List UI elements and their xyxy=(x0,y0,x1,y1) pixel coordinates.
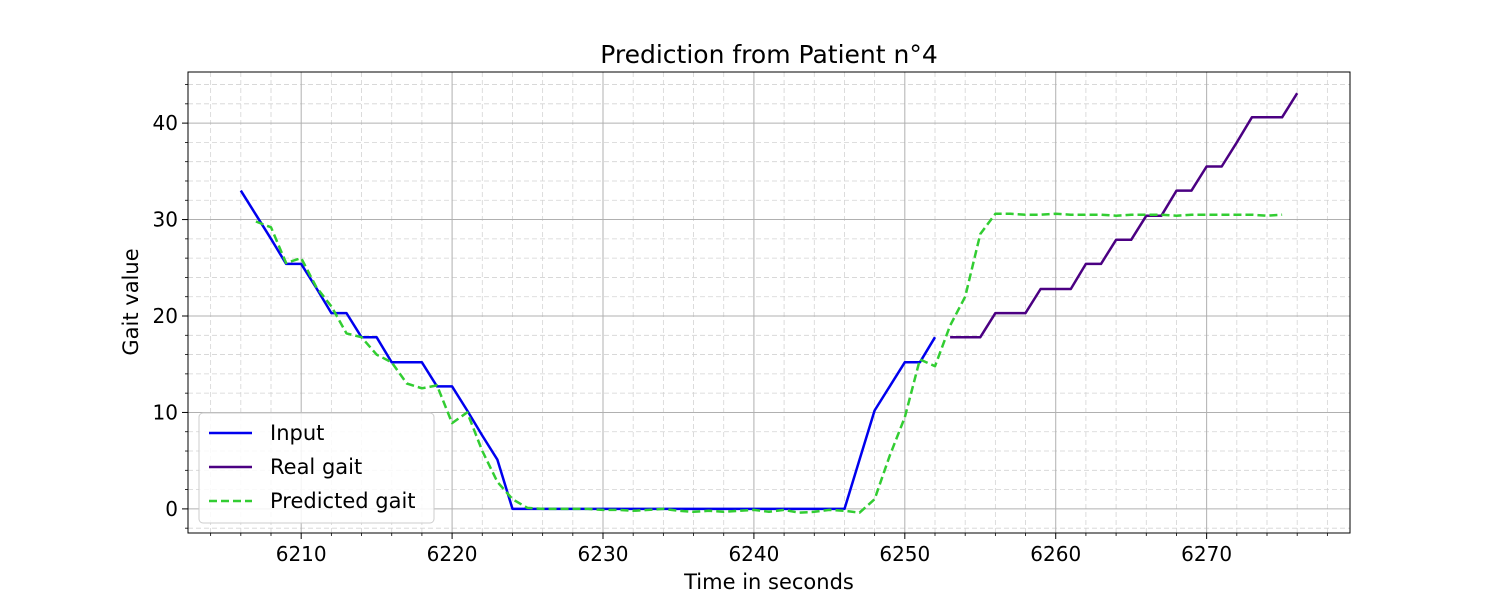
series-line-predicted-gait xyxy=(255,212,1283,514)
x-tick-label: 6270 xyxy=(1181,542,1232,566)
major-grid xyxy=(188,72,1350,533)
x-tick-label: 6250 xyxy=(879,542,930,566)
x-tick-label: 6240 xyxy=(728,542,779,566)
series-line-real-gait xyxy=(950,92,1299,339)
legend-label-predicted-gait: Predicted gait xyxy=(270,489,416,513)
y-axis-label: Gait value xyxy=(119,248,143,355)
y-tick-label: 30 xyxy=(153,208,178,232)
x-tick-label: 6230 xyxy=(578,542,629,566)
x-axis-label: Time in seconds xyxy=(683,570,854,594)
x-tick-label: 6210 xyxy=(276,542,327,566)
plot-frame xyxy=(187,71,1351,534)
y-tick-label: 0 xyxy=(165,497,178,521)
x-tick-label: 6260 xyxy=(1030,542,1081,566)
y-axis: 0 10 20 30 40 xyxy=(153,84,188,529)
y-tick-label: 10 xyxy=(153,400,178,424)
x-tick-label: 6220 xyxy=(427,542,478,566)
y-tick-label: 20 xyxy=(153,304,178,328)
chart-title: Prediction from Patient n°4 xyxy=(600,40,938,69)
legend-box xyxy=(198,412,435,524)
series-layer xyxy=(239,92,1299,514)
legend: Input Real gait Predicted gait xyxy=(198,412,435,524)
y-tick-label: 40 xyxy=(153,111,178,135)
legend-label-real-gait: Real gait xyxy=(270,455,362,479)
legend-label-input: Input xyxy=(270,421,324,445)
minor-grid xyxy=(188,72,1350,533)
x-axis: 6210 6220 6230 6240 6250 6260 6270 xyxy=(210,533,1328,566)
